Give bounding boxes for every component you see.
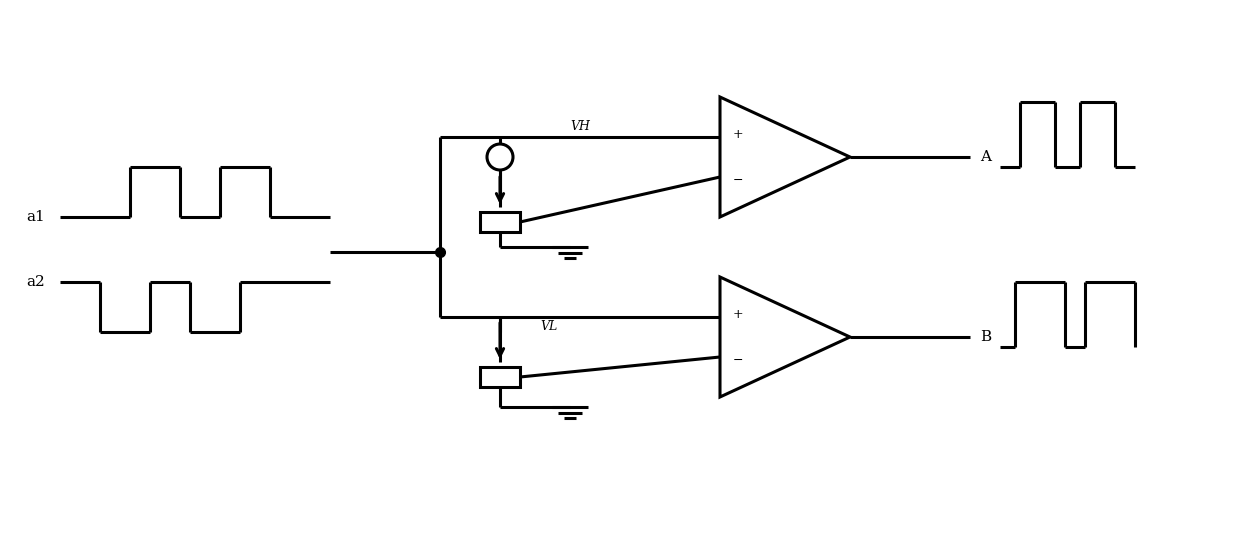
Text: −: − xyxy=(733,173,743,186)
Polygon shape xyxy=(720,277,849,397)
Polygon shape xyxy=(720,97,849,217)
Text: +: + xyxy=(733,127,743,140)
Bar xyxy=(480,212,520,232)
Text: VH: VH xyxy=(570,120,590,133)
Text: A: A xyxy=(980,150,991,164)
Text: +: + xyxy=(733,307,743,320)
Text: a2: a2 xyxy=(26,275,45,289)
Text: VL: VL xyxy=(539,320,557,333)
Text: a1: a1 xyxy=(26,210,45,224)
Text: B: B xyxy=(980,330,991,344)
Text: −: − xyxy=(733,353,743,366)
Bar xyxy=(480,367,520,387)
Circle shape xyxy=(487,144,513,170)
